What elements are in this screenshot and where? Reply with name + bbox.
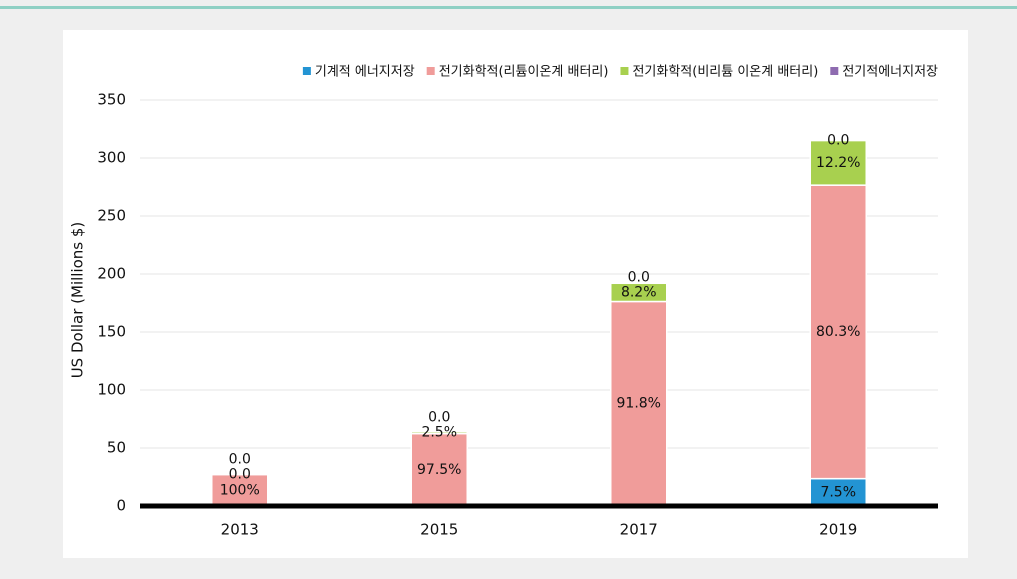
y-tick-label: 0 xyxy=(116,497,126,515)
value-label: 80.3% xyxy=(816,324,860,340)
legend-label: 전기화학적(리튬이온계 배터리) xyxy=(439,65,609,80)
value-label: 97.5% xyxy=(417,462,461,478)
legend-swatch xyxy=(426,67,435,75)
x-tick-label: 2013 xyxy=(221,521,259,539)
legend-swatch xyxy=(830,67,839,75)
bar-segment xyxy=(610,300,668,507)
legend-label: 기계적 에너지저장 xyxy=(315,65,415,80)
y-tick-label: 100 xyxy=(97,381,126,399)
legend-swatch xyxy=(620,67,629,75)
bar-segment xyxy=(410,432,468,507)
value-label: 7.5% xyxy=(820,484,856,500)
x-tick-label: 2015 xyxy=(420,521,458,539)
value-label: 0.0 xyxy=(229,467,251,483)
bar-segment xyxy=(809,477,867,507)
y-tick-label: 350 xyxy=(97,91,126,109)
value-label: 12.2% xyxy=(816,155,860,171)
bar-segment xyxy=(809,184,867,480)
bar-segment xyxy=(211,473,269,507)
value-label: 0.0 xyxy=(827,133,849,149)
bar-segment xyxy=(809,139,867,186)
legend-swatch xyxy=(302,67,311,75)
bar-segment xyxy=(610,282,668,303)
value-label: 0.0 xyxy=(229,452,251,468)
y-axis-title: US Dollar (Millions $) xyxy=(69,222,87,379)
top-rule xyxy=(0,6,1017,9)
y-tick-label: 200 xyxy=(97,265,126,283)
y-tick-label: 50 xyxy=(107,439,126,457)
value-label: 2.5% xyxy=(421,425,457,441)
value-label: 0.0 xyxy=(428,410,450,426)
y-tick-label: 250 xyxy=(97,207,126,225)
x-tick-label: 2019 xyxy=(819,521,857,539)
legend-label: 전기화학적(비리튬 이온계 배터리) xyxy=(632,65,818,80)
legend-label: 전기적에너지저장 xyxy=(842,65,938,80)
bar-segment xyxy=(410,431,468,435)
value-label: 91.8% xyxy=(617,396,661,412)
y-tick-label: 300 xyxy=(97,149,126,167)
value-label: 0.0 xyxy=(628,269,650,285)
x-tick-label: 2017 xyxy=(620,521,658,539)
y-tick-label: 150 xyxy=(97,323,126,341)
value-label: 8.2% xyxy=(621,284,657,300)
value-label: 100% xyxy=(220,482,260,498)
